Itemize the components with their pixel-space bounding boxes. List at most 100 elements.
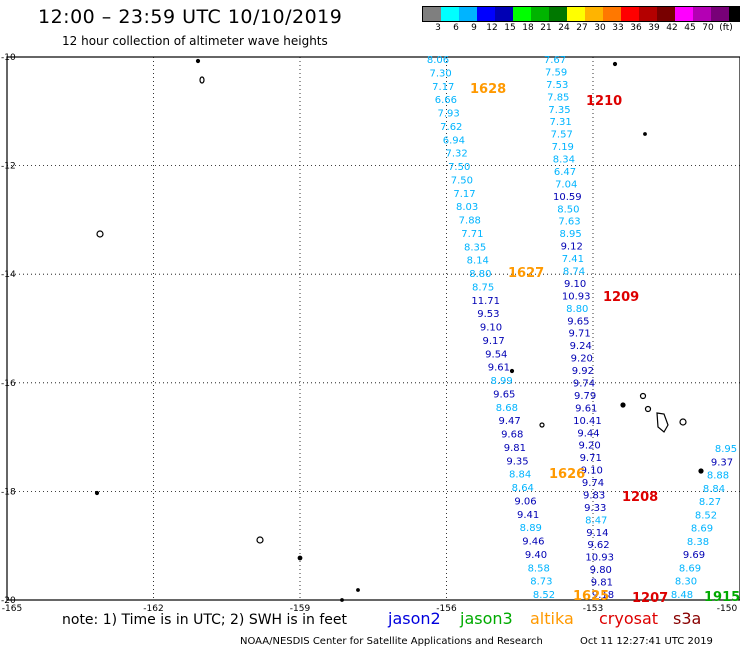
wave-height-value: 8.95 <box>715 444 737 455</box>
wave-height-value: 9.35 <box>506 456 528 467</box>
wave-height-value: 8.95 <box>559 229 581 240</box>
wave-height-value: 8.68 <box>496 403 518 414</box>
colorbar-tick: 45 <box>684 23 696 33</box>
wave-height-value: 10.59 <box>553 192 582 203</box>
wave-height-value: 8.35 <box>464 242 486 253</box>
colorbar-tick: 27 <box>576 23 588 33</box>
colorbar-tick: 36 <box>630 23 642 33</box>
colorbar-swatch <box>639 7 657 21</box>
wave-height-value: 9.71 <box>580 453 602 464</box>
colorbar-swatch <box>711 7 729 21</box>
wave-height-value: 7.93 <box>437 109 459 120</box>
wave-height-value: 8.27 <box>699 497 721 508</box>
wave-height-value: 8.89 <box>520 523 542 534</box>
wave-height-value: 8.52 <box>533 590 555 601</box>
wave-height-value: 10.93 <box>585 553 614 564</box>
latitude-label: -16 <box>1 379 16 389</box>
wave-height-value: 7.57 <box>551 130 573 141</box>
wave-height-value: 8.73 <box>530 577 552 588</box>
wave-height-value: 7.85 <box>547 92 569 103</box>
timestamp-text: Oct 11 12:27:41 UTC 2019 <box>580 636 713 647</box>
island <box>356 588 360 592</box>
wave-height-value: 9.65 <box>567 316 589 327</box>
colorbar-tick: 9 <box>471 23 477 33</box>
colorbar-swatch <box>567 7 585 21</box>
wave-height-value: 7.32 <box>445 149 467 160</box>
colorbar-swatch <box>675 7 693 21</box>
wave-height-value: 8.06 <box>427 55 449 66</box>
wave-height-value: 10.93 <box>562 291 591 302</box>
map-title: 12:00 – 23:59 UTC 10/10/2019 <box>38 6 343 28</box>
colorbar-tick: (ft) <box>719 23 733 33</box>
wave-height-value: 9.74 <box>573 379 595 390</box>
island <box>612 61 618 67</box>
track-label: 1207 <box>632 591 668 606</box>
colorbar-tick: 6 <box>453 23 459 33</box>
wave-height-value: 9.37 <box>711 457 733 468</box>
legend-jason3: jason3 <box>460 609 513 628</box>
track-labels: 1628 1627 1626 1625 1210 1209 1208 1207 1915 <box>470 82 740 606</box>
longitude-label: -153 <box>583 604 603 614</box>
wave-height-value: 9.69 <box>683 550 705 561</box>
legend-jason2: jason2 <box>388 609 441 628</box>
longitude-labels: -165 -162 -159 -156 -153 -150 <box>2 604 738 614</box>
wave-height-value: 7.17 <box>432 82 454 93</box>
wave-height-value: 7.31 <box>549 117 571 128</box>
wave-height-value: 9.80 <box>590 565 612 576</box>
wave-height-value: 9.20 <box>571 354 593 365</box>
wave-height-value: 9.54 <box>485 349 507 360</box>
wave-height-value: 9.12 <box>561 242 583 253</box>
wave-height-value: 7.50 <box>451 175 473 186</box>
wave-height-value: 9.61 <box>488 363 510 374</box>
colorbar-tick: 3 <box>435 23 441 33</box>
wave-height-value: 8.84 <box>509 470 531 481</box>
longitude-label: -162 <box>143 604 163 614</box>
colorbar <box>422 6 740 22</box>
island <box>297 555 303 561</box>
wave-height-value: 9.40 <box>525 550 547 561</box>
wave-height-value: 9.47 <box>498 416 520 427</box>
island <box>340 598 344 602</box>
wave-height-value: 9.71 <box>568 329 590 340</box>
wave-height-value: 9.10 <box>581 466 603 477</box>
credit-text: NOAA/NESDIS Center for Satellite Applica… <box>240 636 543 647</box>
wave-height-value: 8.69 <box>679 564 701 575</box>
colorbar-swatch <box>729 7 740 21</box>
wave-height-value: 8.84 <box>703 484 725 495</box>
wave-height-value: 7.04 <box>555 179 577 190</box>
wave-height-value: 7.50 <box>448 162 470 173</box>
island <box>620 402 626 408</box>
colorbar-swatch <box>693 7 711 21</box>
wave-height-value: 9.79 <box>574 391 596 402</box>
colorbar-swatch <box>657 7 675 21</box>
island <box>256 536 264 544</box>
colorbar-swatch <box>477 7 495 21</box>
wave-height-value: 8.47 <box>585 515 607 526</box>
track-label: 1210 <box>586 94 622 109</box>
latitude-labels: -10 -12 -14 -16 -18 -20 <box>1 53 16 606</box>
track-label: 1915 <box>704 590 740 605</box>
longitude-label: -156 <box>436 604 457 614</box>
island <box>644 405 652 413</box>
island <box>195 58 201 64</box>
wave-height-value: 8.38 <box>687 537 709 548</box>
island <box>639 392 647 400</box>
wave-height-value: 7.30 <box>429 68 451 79</box>
wave-height-value: 8.74 <box>563 267 585 278</box>
wave-height-value: 9.14 <box>586 528 608 539</box>
wave-height-value: 8.30 <box>675 577 697 588</box>
latitude-label: -18 <box>1 487 16 497</box>
wave-height-value: 8.80 <box>469 269 491 280</box>
island <box>643 132 647 136</box>
wave-height-value: 8.75 <box>472 282 494 293</box>
map-subtitle: 12 hour collection of altimeter wave hei… <box>62 34 328 48</box>
colorbar-tick: 24 <box>558 23 570 33</box>
wave-height-value: 8.69 <box>691 524 713 535</box>
wave-height-value: 9.62 <box>587 540 609 551</box>
islands <box>94 58 704 602</box>
track-label: 1627 <box>508 266 544 281</box>
wave-height-value: 9.06 <box>514 496 536 507</box>
wave-height-value: 9.83 <box>583 491 605 502</box>
track-label: 1628 <box>470 82 506 97</box>
wave-height-value: 9.81 <box>591 578 613 589</box>
